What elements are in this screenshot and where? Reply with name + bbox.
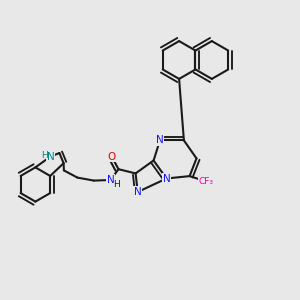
Text: N: N [163, 173, 170, 184]
Text: O: O [108, 152, 116, 162]
Text: N: N [156, 135, 164, 146]
Text: H: H [41, 151, 47, 160]
Text: N: N [134, 187, 142, 197]
Text: N: N [106, 175, 114, 185]
Text: H: H [113, 180, 119, 189]
Text: N: N [46, 152, 54, 162]
Text: CF₃: CF₃ [199, 177, 214, 186]
